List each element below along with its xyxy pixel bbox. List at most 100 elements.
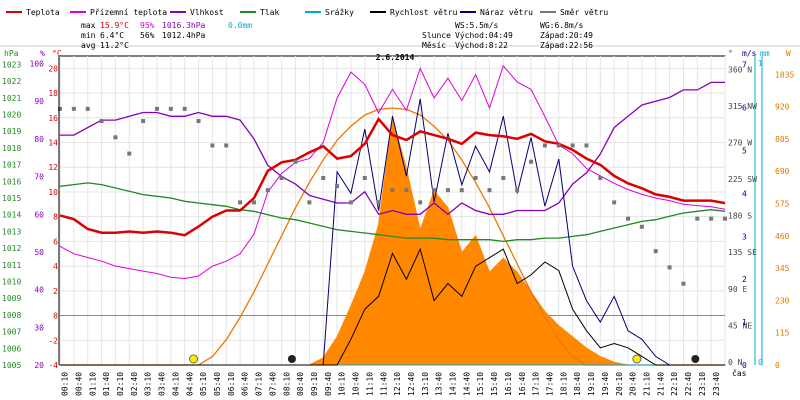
direction-tick-label: 180 S	[728, 212, 752, 221]
pct-tick-label: 50	[34, 248, 44, 257]
time-tick-label: 00:40	[74, 372, 83, 396]
time-tick-label: 17:10	[532, 372, 541, 396]
direction-tick-label: 135 SE	[728, 248, 757, 257]
wind-speed-line	[60, 247, 725, 366]
sun-moon-markers	[189, 354, 700, 364]
ms-tick-label: 0	[742, 361, 747, 370]
w-tick-label: 345	[775, 264, 790, 273]
wind-direction-point	[348, 200, 353, 205]
degc-tick-label: 12	[48, 163, 58, 172]
wind-direction-point	[542, 143, 547, 148]
mm-axis-label: mm	[760, 49, 770, 58]
wind-direction-point	[321, 175, 326, 180]
ms-tick-label: 3	[742, 232, 747, 241]
time-tick-label: 20:10	[615, 372, 624, 396]
info-mesic-zapad: Západ:22:56	[540, 41, 593, 50]
w-tick-label: 690	[775, 167, 790, 176]
direction-tick-label: 0 N	[728, 358, 743, 367]
pct-tick-label: 30	[34, 323, 44, 332]
wind-direction-point	[99, 119, 104, 124]
wind-direction-point	[307, 200, 312, 205]
time-tick-label: 06:40	[241, 372, 250, 396]
info-mesic: Měsíc	[422, 41, 446, 50]
time-tick-label: 13:40	[435, 372, 444, 396]
pct-axis-label: %	[40, 49, 45, 58]
hpa-tick-label: 1020	[2, 110, 21, 119]
w-tick-label: 805	[775, 135, 790, 144]
info-wg: WG:6.8m/s	[540, 21, 584, 30]
wind-direction-point	[71, 106, 76, 111]
stat-max-label: max	[81, 21, 96, 30]
legend-label: Vlhkost	[190, 8, 224, 17]
hpa-tick-label: 1015	[2, 194, 21, 203]
time-tick-label: 22:40	[684, 372, 693, 396]
wind-direction-point	[335, 184, 340, 189]
stat-min-press: 1012.4hPa	[162, 31, 206, 40]
degc-tick-label: 0	[53, 312, 58, 321]
hpa-tick-label: 1006	[2, 344, 21, 353]
time-tick-label: 18:40	[573, 372, 582, 396]
wind-direction-point	[154, 106, 159, 111]
degc-tick-label: 16	[48, 114, 58, 123]
pct-tick-label: 70	[34, 173, 44, 182]
wind-direction-point	[653, 249, 658, 254]
stat-min-temp: 6.4°C	[100, 31, 124, 40]
hpa-tick-label: 1013	[2, 227, 21, 236]
time-tick-label: 14:10	[449, 372, 458, 396]
direction-tick-label: 225 SW	[728, 175, 757, 184]
w-tick-label: 230	[775, 296, 790, 305]
hpa-tick-label: 1019	[2, 127, 21, 136]
hpa-tick-label: 1021	[2, 94, 21, 103]
wind-direction-point	[182, 106, 187, 111]
time-tick-label: 07:10	[255, 372, 264, 396]
series-lines	[59, 64, 726, 366]
pct-tick-label: 100	[30, 60, 45, 69]
degc-tick-label: 20	[48, 64, 58, 73]
humidity-line	[60, 81, 725, 216]
stat-max-hum: 95%	[140, 21, 155, 30]
wind-direction-point	[626, 216, 631, 221]
chart-title: 2.6.2014	[376, 53, 415, 62]
info-slunce: Slunce	[422, 31, 451, 40]
wind-direction-point	[598, 175, 603, 180]
time-tick-label: 16:10	[504, 372, 513, 396]
time-tick-label: 05:40	[213, 372, 222, 396]
w-tick-label: 920	[775, 103, 790, 112]
stat-min-hum: 56%	[140, 31, 155, 40]
wind-direction-point	[459, 188, 464, 193]
wind-direction-point	[570, 143, 575, 148]
degc-tick-label: 2	[53, 287, 58, 296]
wind-direction-point	[196, 119, 201, 124]
legend-label: Srážky	[325, 8, 354, 17]
wind-direction-point	[556, 143, 561, 148]
wind-direction-point	[251, 200, 256, 205]
stat-max-press: 1016.3hPa	[162, 21, 206, 30]
time-tick-label: 09:40	[324, 372, 333, 396]
sunset-marker	[632, 354, 642, 364]
wind-direction-point	[515, 188, 520, 193]
wind-direction-point	[224, 143, 229, 148]
moonrise-marker	[287, 355, 296, 363]
time-tick-label: 08:40	[296, 372, 305, 396]
time-tick-label: 10:40	[352, 372, 361, 396]
wind-direction-point	[473, 175, 478, 180]
direction-tick-label: 90 E	[728, 285, 747, 294]
wind-direction-point	[404, 188, 409, 193]
degc-tick-label: 8	[53, 213, 58, 222]
hpa-tick-label: 1017	[2, 161, 21, 170]
wind-direction-point	[501, 175, 506, 180]
degc-tick-label: -4	[48, 361, 58, 370]
time-tick-label: 12:10	[393, 372, 402, 396]
direction-tick-label: 45 NE	[728, 321, 752, 330]
w-axis-label: W	[786, 49, 791, 58]
stat-max-rain: 0.0mm	[228, 21, 252, 30]
axes: 1023102210211020101910181017101610151014…	[0, 45, 800, 396]
wind-direction-point	[265, 188, 270, 193]
hpa-tick-label: 1014	[2, 211, 21, 220]
ms-axis-label: m/s	[742, 49, 757, 58]
time-tick-label: 22:10	[670, 372, 679, 396]
wind-direction-point	[238, 200, 243, 205]
time-tick-label: 19:40	[601, 372, 610, 396]
wind-direction-point	[445, 188, 450, 193]
ms-tick-label: 6	[742, 104, 747, 113]
